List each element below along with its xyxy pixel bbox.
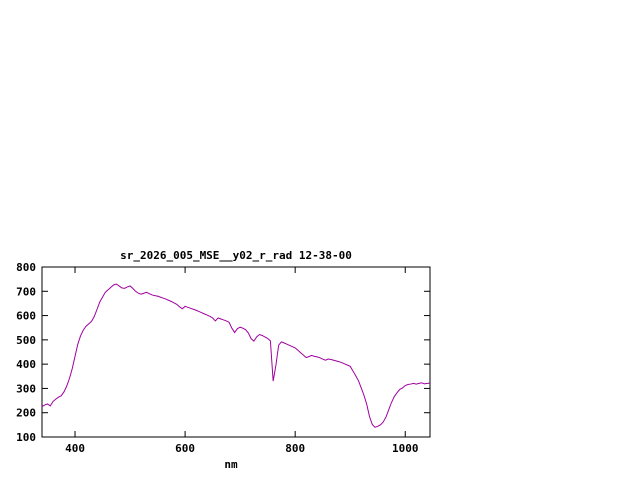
y-tick-label: 200 <box>16 407 36 420</box>
plot-border <box>41 266 431 438</box>
spectral-curve <box>41 283 431 428</box>
y-tick-label: 700 <box>16 285 36 298</box>
y-tick-label: 600 <box>16 310 36 323</box>
x-tick-label: 800 <box>285 442 305 455</box>
y-tick-label: 300 <box>16 382 36 395</box>
y-tick-label: 800 <box>16 261 36 274</box>
x-axis-label: nm <box>224 458 238 471</box>
axis-ticks <box>42 266 430 438</box>
axis-tick-labels: 100 200 300 400 500 600 700 800 400 600 800 1000 <box>16 261 418 455</box>
x-tick-label: 400 <box>65 442 85 455</box>
y-tick-label: 500 <box>16 334 36 347</box>
x-tick-label: 600 <box>175 442 195 455</box>
x-tick-label: 1000 <box>392 442 419 455</box>
y-tick-label: 400 <box>16 358 36 371</box>
y-tick-label: 100 <box>16 431 36 444</box>
chart-title: sr_2026_005_MSE__y02_r_rad 12-38-00 <box>120 249 352 262</box>
